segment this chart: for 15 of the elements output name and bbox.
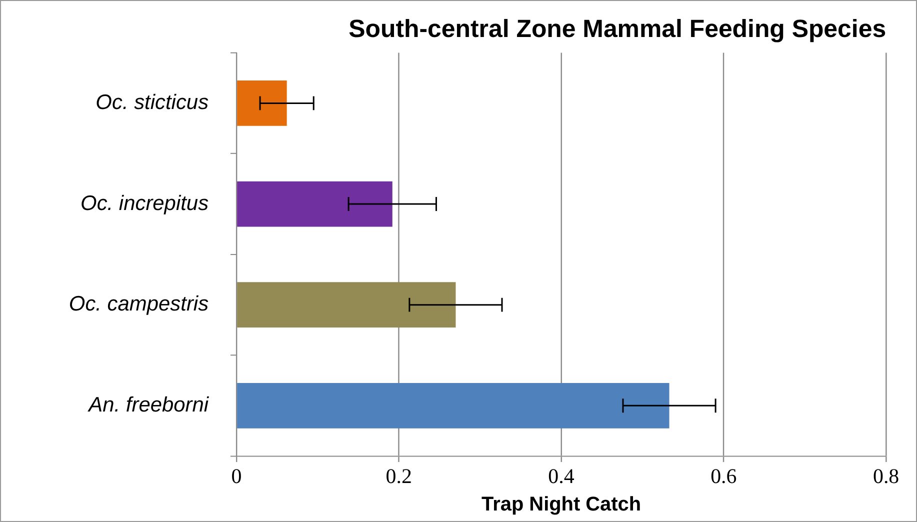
x-axis-title: Trap Night Catch — [482, 494, 642, 516]
y-tick-label: Oc. campestris — [68, 292, 210, 316]
bar — [237, 282, 456, 328]
y-tick-label: An. freeborni — [86, 393, 210, 416]
chart-title: South-central Zone Mammal Feeding Species — [348, 14, 886, 43]
bar — [237, 181, 392, 227]
bar — [237, 382, 670, 428]
x-tick-label: 0.2 — [386, 464, 412, 488]
x-tick-label: 0.8 — [872, 464, 900, 488]
y-tick-label: Oc. increpitus — [80, 192, 210, 215]
x-tick-label: 0.4 — [548, 464, 575, 488]
y-tick-label: Oc. sticticus — [96, 91, 210, 114]
x-tick-label: 0.6 — [710, 464, 737, 488]
bar — [237, 80, 287, 126]
x-tick-label: 0 — [231, 464, 242, 488]
